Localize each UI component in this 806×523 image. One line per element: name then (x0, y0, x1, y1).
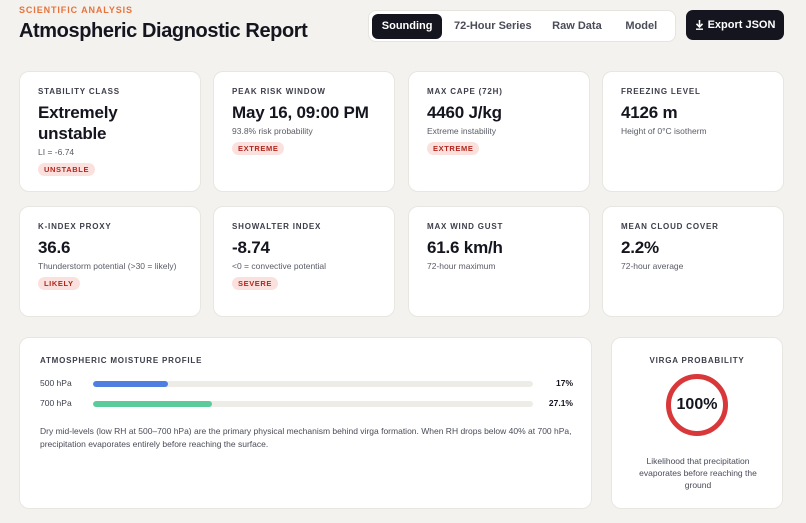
stat-label: K-INDEX PROXY (38, 222, 112, 231)
humidity-bar-fill (93, 381, 168, 387)
stat-card-showalter-index: SHOWALTER INDEX -8.74 <0 = convective po… (213, 206, 395, 317)
stat-value: 4126 m (621, 103, 678, 122)
status-badge: LIKELY (38, 277, 80, 290)
stat-label: MEAN CLOUD COVER (621, 222, 719, 231)
humidity-bar-track (93, 381, 533, 387)
export-label: Export JSON (707, 19, 776, 31)
export-json-button[interactable]: Export JSON (686, 10, 784, 40)
stat-sub: 72-hour average (621, 261, 684, 271)
stat-label: MAX CAPE (72H) (427, 87, 503, 96)
stat-value: 61.6 km/h (427, 238, 503, 257)
tab-sounding[interactable]: Sounding (372, 13, 443, 39)
stat-label: FREEZING LEVEL (621, 87, 701, 96)
virga-title: VIRGA PROBABILITY (649, 356, 745, 365)
view-tabs: Sounding 72-Hour Series Raw Data Model (368, 10, 676, 42)
moisture-profile-title: ATMOSPHERIC MOISTURE PROFILE (40, 356, 203, 365)
stat-card-max-cape: MAX CAPE (72H) 4460 J/kg Extreme instabi… (408, 71, 590, 192)
moisture-row-700: 700 hPa 27.1% (40, 398, 573, 410)
download-arrow-icon (695, 20, 703, 30)
stat-card-peak-risk-window: PEAK RISK WINDOW May 16, 09:00 PM 93.8% … (213, 71, 395, 192)
virga-probability-ring: 100% (666, 374, 728, 436)
virga-probability-value: 100% (676, 396, 718, 413)
eyebrow-label: SCIENTIFIC ANALYSIS (19, 5, 133, 15)
humidity-bar-track (93, 401, 533, 407)
stat-sub: Height of 0°C isotherm (621, 126, 707, 136)
tab-72-hour-series[interactable]: 72-Hour Series (453, 20, 532, 32)
moisture-row-500: 500 hPa 17% (40, 378, 573, 390)
stat-sub: Extreme instability (427, 126, 496, 136)
status-badge: EXTREME (427, 142, 480, 155)
stat-value: 4460 J/kg (427, 103, 502, 122)
page-title: Atmospheric Diagnostic Report (19, 20, 308, 42)
pressure-level-label: 700 hPa (40, 398, 72, 408)
tab-raw-data[interactable]: Raw Data (552, 20, 602, 32)
moisture-profile-card: ATMOSPHERIC MOISTURE PROFILE 500 hPa 17%… (19, 337, 592, 509)
pressure-level-label: 500 hPa (40, 378, 72, 388)
stat-card-freezing-level: FREEZING LEVEL 4126 m Height of 0°C isot… (602, 71, 784, 192)
stat-value: -8.74 (232, 238, 270, 257)
stat-sub: <0 = convective potential (232, 261, 327, 271)
status-badge: EXTREME (232, 142, 285, 155)
moisture-description: Dry mid-levels (low RH at 500–700 hPa) a… (40, 426, 572, 449)
stat-value: 36.6 (38, 238, 71, 257)
stat-sub: LI = -6.74 (38, 147, 75, 157)
humidity-percent: 27.1% (548, 398, 573, 408)
stat-value: 2.2% (621, 238, 659, 257)
virga-description: Likelihood that precipitation evaporates… (639, 456, 757, 490)
stat-label: STABILITY CLASS (38, 87, 120, 96)
humidity-bar-fill (93, 401, 213, 407)
stat-sub: Thunderstorm potential (>30 = likely) (38, 261, 177, 271)
humidity-percent: 17% (555, 378, 573, 388)
stat-sub: 72-hour maximum (427, 261, 496, 271)
stat-value: Extremely unstable (38, 103, 118, 143)
stat-sub: 93.8% risk probability (232, 126, 313, 136)
stat-card-stability-class: STABILITY CLASS Extremely unstable LI = … (19, 71, 201, 192)
stat-card-k-index-proxy: K-INDEX PROXY 36.6 Thunderstorm potentia… (19, 206, 201, 317)
stat-label: MAX WIND GUST (427, 222, 504, 231)
virga-probability-card: VIRGA PROBABILITY 100% Likelihood that p… (611, 337, 783, 509)
tab-model[interactable]: Model (625, 20, 658, 32)
stat-label: SHOWALTER INDEX (232, 222, 322, 231)
stat-value: May 16, 09:00 PM (232, 103, 369, 122)
stat-card-max-wind-gust: MAX WIND GUST 61.6 km/h 72-hour maximum (408, 206, 590, 317)
status-badge: UNSTABLE (38, 163, 96, 176)
status-badge: SEVERE (232, 277, 279, 290)
stat-label: PEAK RISK WINDOW (232, 87, 326, 96)
stat-card-mean-cloud-cover: MEAN CLOUD COVER 2.2% 72-hour average (602, 206, 784, 317)
